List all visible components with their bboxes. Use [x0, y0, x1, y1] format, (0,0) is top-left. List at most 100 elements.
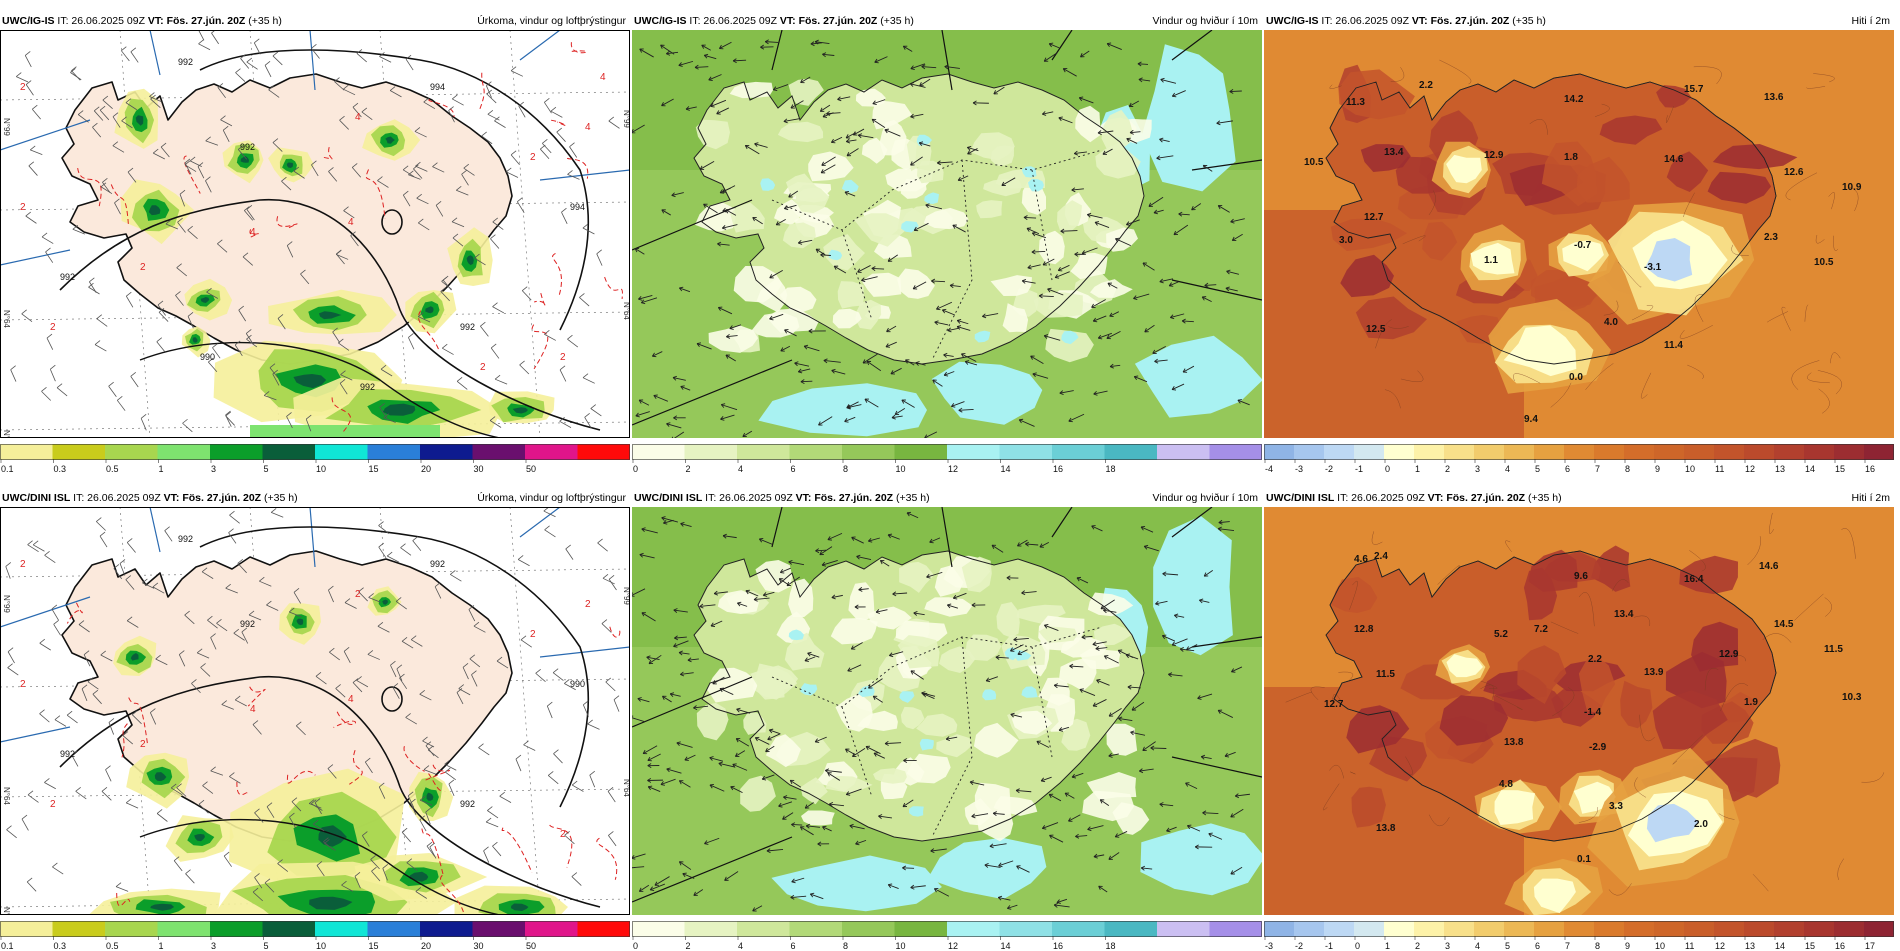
model-name: UWC/IG-IS — [634, 15, 687, 27]
colorbar-tick-label: 0 — [633, 464, 638, 474]
temperature-value-label: 10.3 — [1842, 692, 1862, 703]
colorbar-swatch — [1414, 444, 1445, 460]
colorbar-swatch — [1834, 444, 1865, 460]
colorbar-swatch — [1654, 921, 1685, 937]
model-name: UWC/DINI ISL — [1266, 492, 1334, 504]
colorbar-swatch — [1324, 921, 1355, 937]
valid-label: VT: — [780, 15, 796, 27]
valid-time: Fös. 27.jún. 20Z — [1428, 15, 1510, 27]
colorbar-swatch — [1414, 921, 1445, 937]
colorbar-tick-label: 50 — [526, 464, 536, 474]
colorbar-tick-label: 1 — [1415, 464, 1420, 474]
model-name: UWC/DINI ISL — [2, 492, 70, 504]
colorbar-swatch — [737, 921, 790, 937]
colorbar-swatch — [1105, 921, 1158, 937]
grid-latitude-label: N°99 — [622, 110, 630, 128]
colorbar-swatch — [525, 921, 578, 937]
temperature-value-label: 12.5 — [1366, 324, 1386, 335]
init-time: IT: 26.06.2025 09Z — [702, 492, 795, 504]
panel-title: Hiti í 2m — [1851, 12, 1890, 30]
colorbar-tick-label: 30 — [474, 464, 484, 474]
panel-header: UWC/IG-IS IT: 26.06.2025 09Z VT: Fös. 27… — [0, 12, 630, 30]
temperature-value-label: 11.5 — [1824, 644, 1843, 655]
colorbar-swatch — [1534, 921, 1565, 937]
precip-contour-label: 4 — [250, 704, 256, 715]
colorbar-tick-label: -3 — [1295, 464, 1303, 474]
colorbar-swatch — [1654, 444, 1685, 460]
temp-panel-top: UWC/IG-IS IT: 26.06.2025 09Z VT: Fös. 27… — [1264, 12, 1894, 474]
precip-contour-label: 2 — [20, 679, 26, 690]
colorbar-swatch — [53, 444, 106, 460]
temperature-value-label: 14.6 — [1759, 561, 1779, 572]
colorbar-tick-label: 0.5 — [106, 464, 119, 474]
panel-title: Vindur og hviður í 10m — [1153, 489, 1258, 507]
colorbar-swatch — [1504, 921, 1535, 937]
colorbar-swatch — [1264, 921, 1295, 937]
colorbar-swatch — [158, 444, 211, 460]
grid-latitude-label: N°64 — [622, 302, 630, 320]
precip-contour-label: 2 — [585, 599, 591, 610]
colorbar-swatch — [1774, 444, 1805, 460]
temperature-value-label: 4.8 — [1499, 779, 1513, 790]
panel-header: UWC/DINI ISL IT: 26.06.2025 09Z VT: Fös.… — [0, 489, 630, 507]
colorbar-swatch — [1157, 444, 1210, 460]
colorbar-swatch — [1000, 444, 1053, 460]
colorbar-swatch — [1354, 921, 1385, 937]
colorbar-tick-label: 10 — [896, 464, 906, 474]
init-time: IT: 26.06.2025 09Z — [70, 492, 163, 504]
wind-map — [632, 507, 1262, 915]
precip-contour-label: 4 — [250, 227, 256, 238]
precip-contour-label: 4 — [600, 72, 606, 83]
temperature-value-label: 11.5 — [1376, 669, 1395, 680]
model-name: UWC/IG-IS — [2, 15, 55, 27]
temperature-value-label: 2.2 — [1588, 654, 1602, 665]
colorbar-swatch — [1594, 444, 1625, 460]
isobar-label: 994 — [570, 202, 585, 212]
colorbar-tick-label: -1 — [1355, 464, 1363, 474]
colorbar-swatch — [1864, 921, 1894, 937]
panel-title: Úrkoma, vindur og loftþrýstingur — [477, 12, 626, 30]
colorbar-swatch — [1624, 921, 1655, 937]
colorbar-swatch — [737, 444, 790, 460]
temperature-value-label: 2.4 — [1374, 551, 1388, 562]
colorbar-swatch — [525, 444, 578, 460]
colorbar-swatch — [1684, 921, 1715, 937]
precip-contour-label: 4 — [348, 694, 354, 705]
valid-label: VT: — [796, 492, 812, 504]
colorbar-swatch — [1052, 921, 1105, 937]
colorbar-swatch — [105, 444, 158, 460]
temperature-value-label: 12.9 — [1719, 649, 1739, 660]
isobar-label: 992 — [240, 142, 255, 152]
isobar-label: 992 — [430, 559, 445, 569]
colorbar-swatch — [685, 921, 738, 937]
panel-header: UWC/DINI ISL IT: 26.06.2025 09Z VT: Fös.… — [632, 489, 1262, 507]
colorbar-swatch — [420, 921, 473, 937]
colorbar-swatch — [1444, 921, 1475, 937]
temperature-value-label: -3.1 — [1644, 262, 1662, 273]
temperature-value-label: 13.4 — [1384, 147, 1404, 158]
precip-contour-label: 4 — [355, 112, 361, 123]
colorbar-swatch — [1384, 444, 1415, 460]
colorbar-tick-label: 16 — [1053, 464, 1063, 474]
colorbar-swatch — [1210, 444, 1263, 460]
temperature-value-label: 15.7 — [1684, 84, 1704, 95]
valid-time: Fös. 27.jún. 20Z — [796, 15, 878, 27]
isobar-label: 994 — [430, 82, 445, 92]
valid-time: Fös. 27.jún. 20Z — [1443, 492, 1525, 504]
colorbar-tick-label: 0.1 — [1, 464, 14, 474]
colorbar-swatch — [1504, 444, 1535, 460]
colorbar-tick-label: 14 — [1805, 464, 1815, 474]
colorbar-swatch — [1834, 921, 1865, 937]
colorbar-tick-label: -4 — [1265, 464, 1273, 474]
colorbar-swatch — [842, 921, 895, 937]
colorbar-tick-label: 3 — [211, 464, 216, 474]
isobar-label: 990 — [200, 352, 215, 362]
colorbar-tick-label: 10 — [1685, 464, 1695, 474]
temperature-value-label: 10.5 — [1814, 257, 1834, 268]
temperature-value-label: 13.9 — [1644, 667, 1664, 678]
colorbar-tick-label: 14 — [1001, 464, 1011, 474]
temperature-value-label: 0.0 — [1569, 372, 1583, 383]
wind-map — [632, 30, 1262, 438]
temperature-value-label: 0.1 — [1577, 854, 1591, 865]
